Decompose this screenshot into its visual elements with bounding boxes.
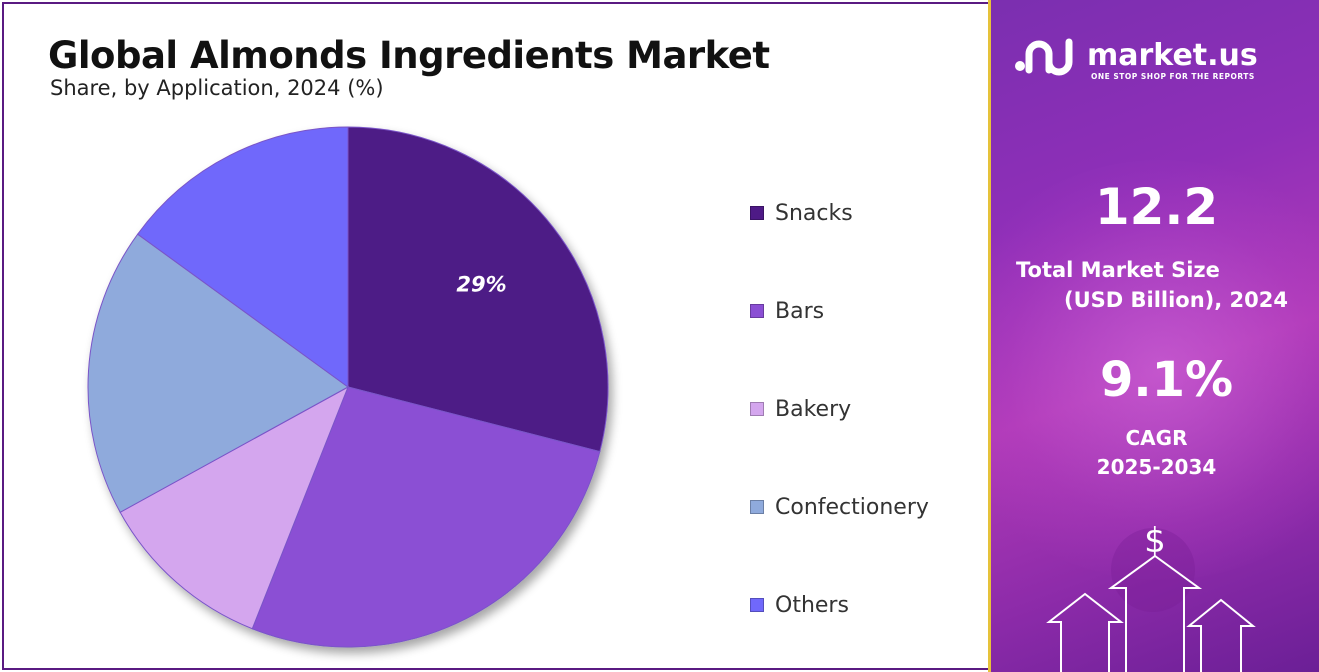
legend-swatch-snacks — [750, 206, 764, 220]
market-us-logo-icon — [1015, 38, 1073, 76]
legend-item-confectionery: Confectionery — [750, 458, 929, 556]
legend-label-confectionery: Confectionery — [775, 494, 929, 520]
arrow-up-icon — [1186, 598, 1256, 672]
market-size-value: 12.2 — [1094, 178, 1219, 236]
legend-item-bars: Bars — [750, 262, 929, 360]
arrow-up-icon — [1107, 554, 1203, 672]
brand-name: market.us — [1087, 38, 1258, 73]
data-label-snacks: 29% — [456, 272, 506, 296]
legend-item-snacks: Snacks — [750, 164, 929, 262]
growth-arrows-graphic: $ — [1046, 521, 1256, 672]
pie-slice-bakery — [119, 385, 349, 630]
market-size-label-line2: (USD Billion), 2024 — [1063, 288, 1288, 312]
legend-swatch-others — [750, 598, 764, 612]
market-size-label: Total Market Size (USD Billion), 2024 — [1016, 255, 1288, 315]
pie-slice-snacks — [347, 126, 609, 453]
pie-slice-others — [136, 126, 349, 388]
summary-sidebar: market.us ONE STOP SHOP FOR THE REPORTS … — [988, 0, 1319, 672]
legend-swatch-confectionery — [750, 500, 764, 514]
cagr-label-line2: 2025-2034 — [1096, 455, 1217, 479]
pie-slice-bars — [251, 386, 601, 648]
background-glow — [991, 160, 1319, 580]
legend-label-bars: Bars — [775, 298, 825, 324]
legend-swatch-bars — [750, 304, 764, 318]
chart-subtitle: Share, by Application, 2024 (%) — [50, 76, 384, 100]
cagr-value: 9.1% — [1099, 352, 1234, 408]
brand-tagline: ONE STOP SHOP FOR THE REPORTS — [1091, 72, 1255, 81]
legend-label-bakery: Bakery — [775, 396, 852, 422]
legend-label-others: Others — [775, 592, 849, 618]
brand-logo: market.us — [1013, 36, 1258, 76]
chart-legend: Snacks Bars Bakery Confectionery Others — [750, 164, 929, 654]
dollar-icon: $ — [1144, 521, 1166, 561]
market-size-label-line1: Total Market Size — [1016, 258, 1220, 282]
legend-item-others: Others — [750, 556, 929, 654]
arrow-up-icon — [1046, 592, 1124, 672]
pie-slice-confectionery — [87, 233, 349, 513]
cagr-label-line1: CAGR — [1125, 426, 1188, 450]
cagr-label: CAGR 2025-2034 — [991, 424, 1319, 482]
legend-item-bakery: Bakery — [750, 360, 929, 458]
legend-label-snacks: Snacks — [775, 200, 853, 226]
legend-swatch-bakery — [750, 402, 764, 416]
chart-title: Global Almonds Ingredients Market — [48, 34, 770, 77]
pie-chart: 29% — [87, 126, 609, 648]
chart-panel: Global Almonds Ingredients Market Share,… — [2, 2, 990, 670]
